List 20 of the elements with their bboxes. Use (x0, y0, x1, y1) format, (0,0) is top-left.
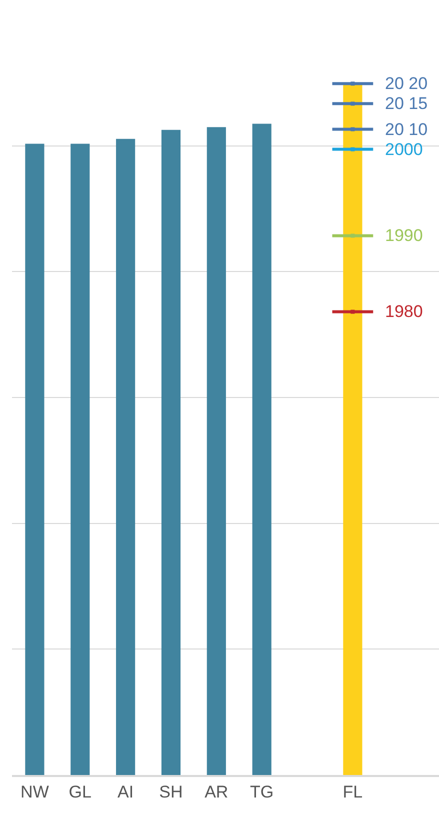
legend-label: 20 10 (385, 120, 428, 139)
bar (252, 124, 272, 775)
legend-label: 1980 (385, 302, 423, 321)
x-tick-label: AI (118, 782, 134, 802)
bar (116, 138, 136, 775)
legend-label: 20 20 (385, 74, 428, 93)
bar (161, 130, 181, 775)
legend-label: 20 15 (385, 94, 428, 113)
x-tick-label: FL (342, 782, 363, 802)
x-tick-label: AR (204, 782, 228, 802)
x-tick-label: SH (159, 782, 183, 802)
legend-label: 1990 (385, 226, 423, 245)
bar (206, 127, 226, 775)
legend-label: 2000 (385, 140, 423, 159)
bar (343, 84, 362, 775)
x-tick-label: GL (68, 782, 92, 802)
x-tick-label: TG (250, 782, 274, 802)
bar (25, 144, 44, 775)
bar (70, 144, 90, 775)
x-tick-label: NW (20, 782, 49, 802)
